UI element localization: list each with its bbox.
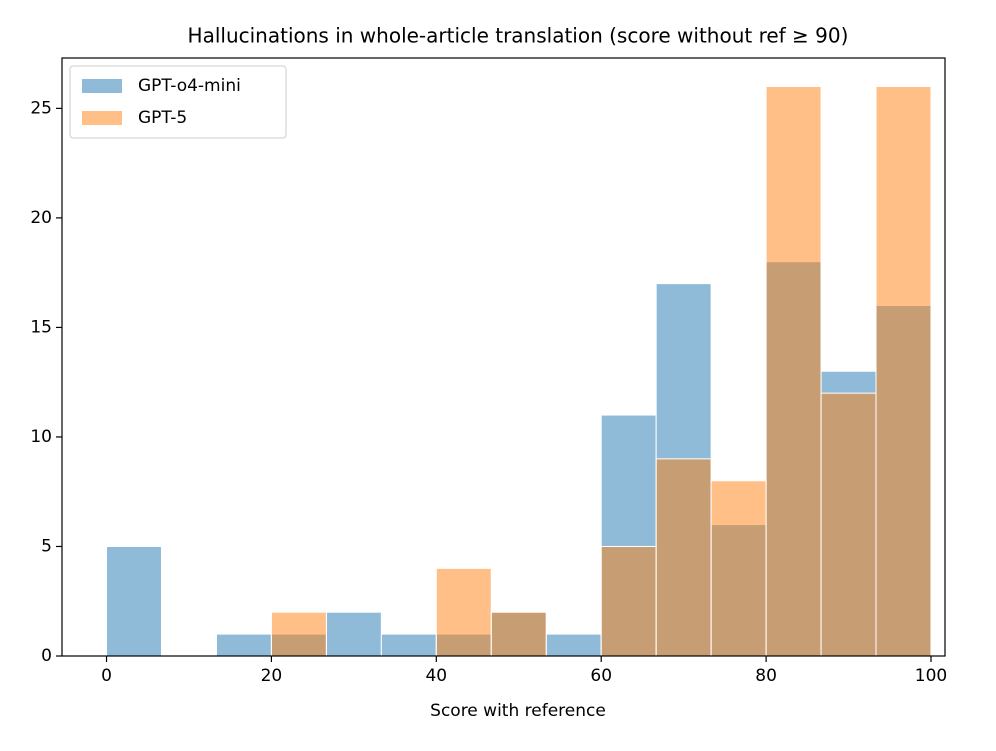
legend-swatch [82,79,122,93]
bar [875,85,932,657]
bar [820,392,877,657]
bar [435,567,492,657]
bar [270,611,327,657]
bar [655,458,712,657]
y-tick-label: 0 [41,646,52,666]
legend-box [69,65,287,139]
x-tick-label: 100 [915,666,947,686]
x-tick-label: 0 [101,666,112,686]
y-tick-label: 25 [30,98,52,118]
x-tick-label: 40 [425,666,447,686]
x-tick-label: 20 [261,666,283,686]
bar [215,633,272,657]
bar [545,633,602,657]
legend-label: GPT-5 [138,108,187,128]
legend-swatch [82,111,122,125]
bar [325,611,382,657]
y-tick-label: 15 [30,317,52,337]
x-tick-label: 80 [755,666,777,686]
bar [380,633,437,657]
y-tick-label: 5 [41,536,52,556]
plot-frame [61,57,946,657]
legend: GPT-o4-mini GPT-5 [69,65,287,139]
bar [765,85,822,657]
y-tick-label: 10 [30,427,52,447]
bar [710,480,767,657]
bar [490,611,547,657]
bar [600,545,657,657]
y-tick-label: 20 [30,208,52,228]
bar [106,545,162,657]
x-tick-label: 60 [590,666,612,686]
x-axis-label: Score with reference [430,701,606,721]
chart-title: Hallucinations in whole-article translat… [188,24,849,48]
legend-label: GPT-o4-mini [138,76,241,96]
